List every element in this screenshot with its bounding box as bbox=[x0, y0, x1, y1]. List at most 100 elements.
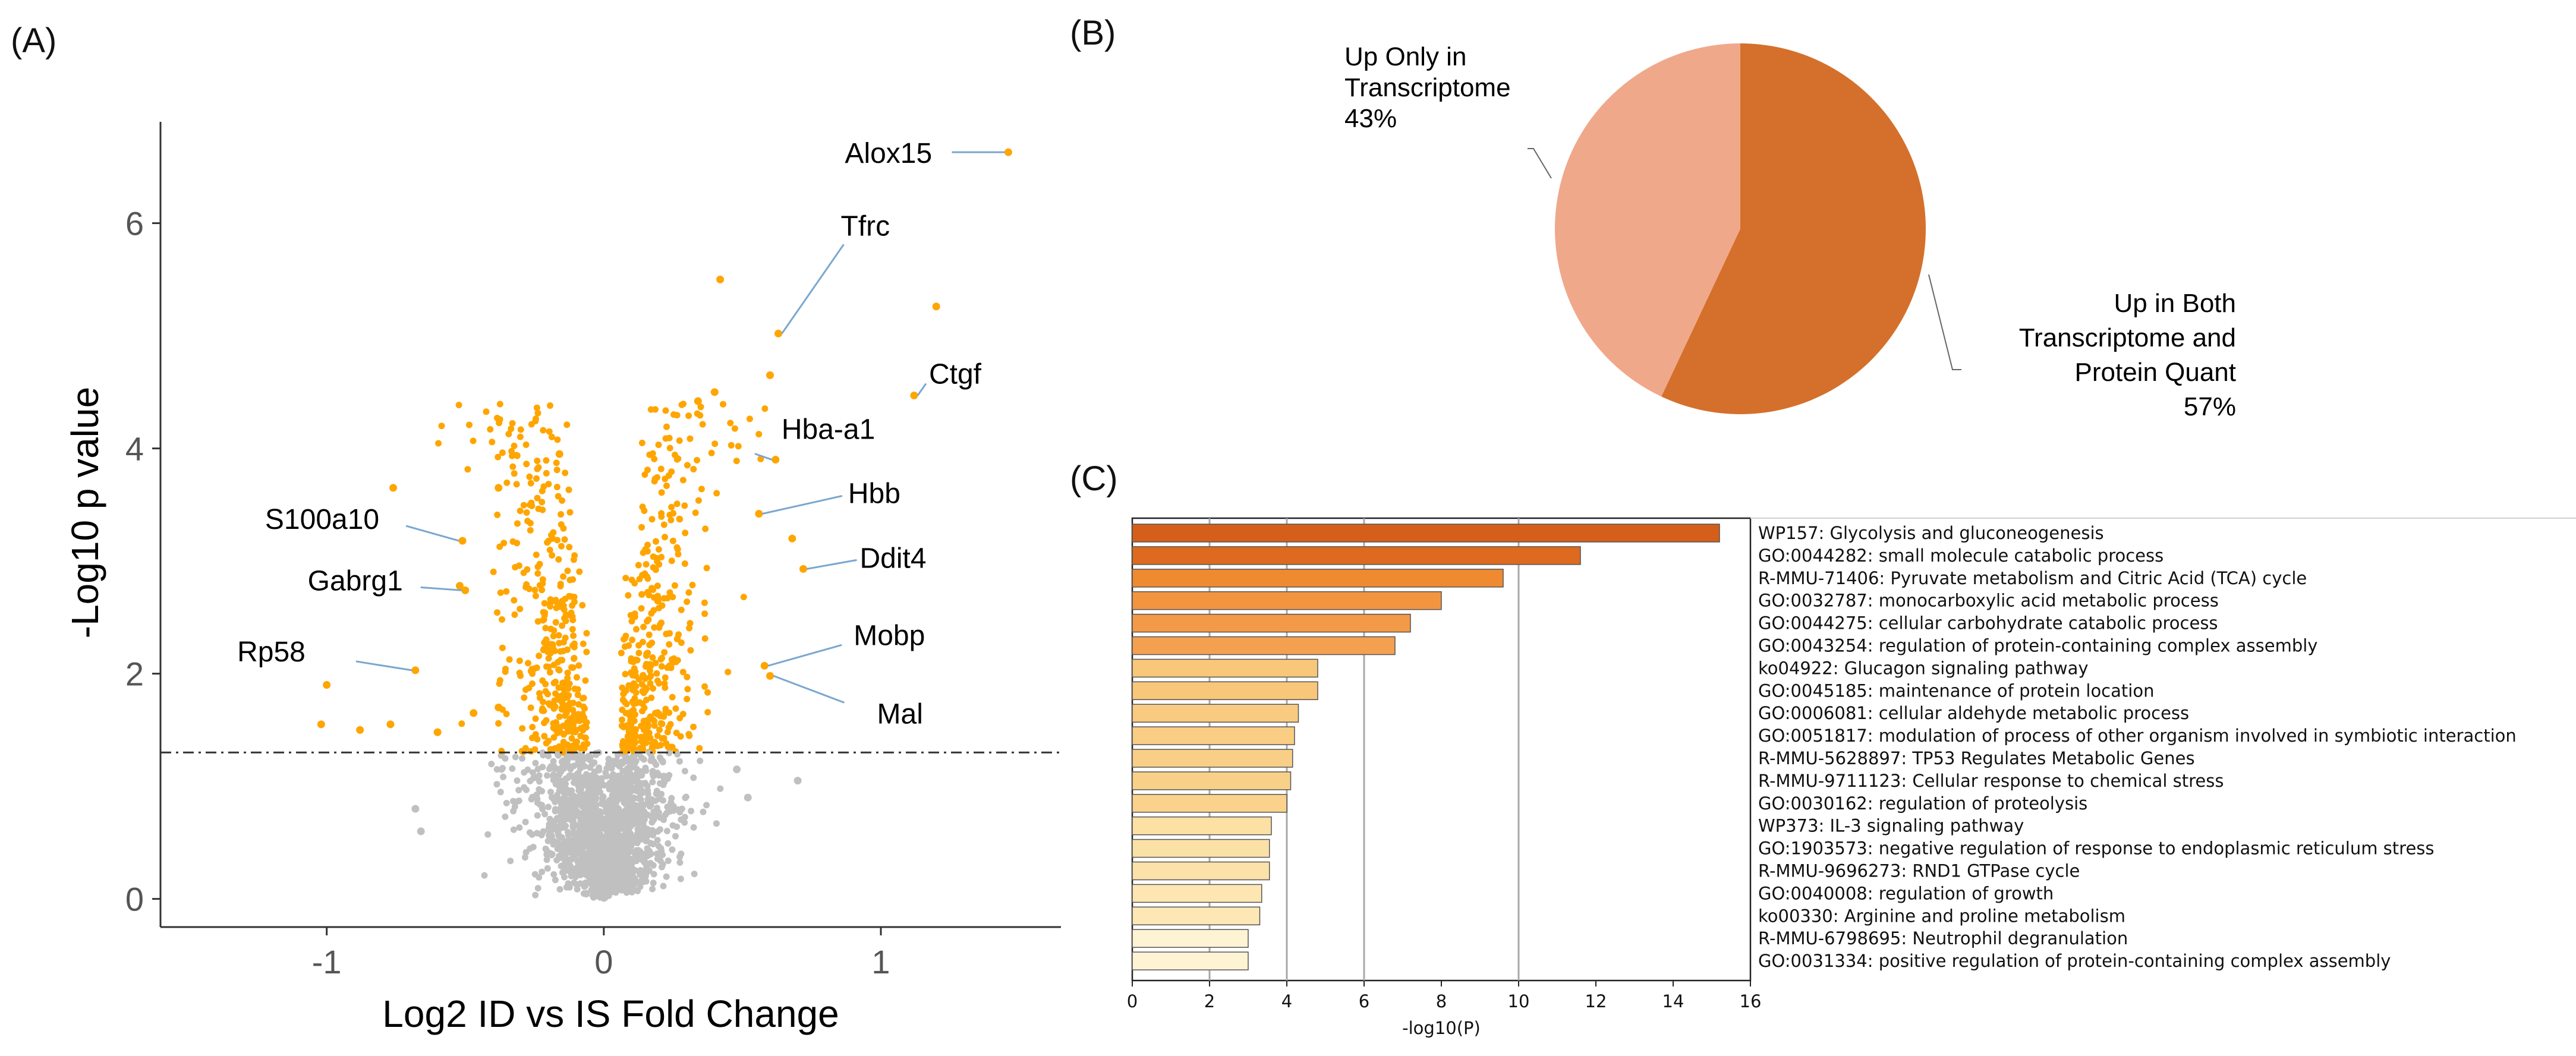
volcano-point bbox=[481, 872, 488, 879]
volcano-point bbox=[608, 818, 615, 825]
volcano-point bbox=[570, 556, 577, 563]
volcano-point bbox=[528, 748, 534, 755]
volcano-point bbox=[560, 757, 567, 764]
volcano-point bbox=[509, 420, 516, 427]
volcano-point bbox=[617, 824, 624, 831]
volcano-point bbox=[619, 684, 626, 691]
volcano-point bbox=[636, 818, 643, 825]
volcano-point bbox=[645, 591, 653, 598]
highlighted-point bbox=[766, 672, 774, 680]
volcano-point bbox=[684, 462, 691, 469]
volcano-point bbox=[550, 724, 557, 732]
volcano-point bbox=[511, 442, 518, 449]
volcano-point bbox=[558, 511, 565, 518]
volcano-point bbox=[513, 481, 520, 488]
volcano-plot: 0 2 4 6 -1 0 1 Alox15 Tfrc Ctgf Hba-a1 Hbb Ddit4 Mob… bbox=[64, 122, 1061, 1035]
volcano-point bbox=[678, 401, 685, 408]
volcano-point bbox=[553, 459, 560, 466]
volcano-point bbox=[684, 695, 691, 702]
gene-label: S100a10 bbox=[265, 504, 379, 535]
volcano-point bbox=[608, 888, 615, 896]
volcano-point bbox=[552, 679, 559, 685]
volcano-point bbox=[519, 755, 525, 762]
volcano-point bbox=[488, 761, 495, 768]
volcano-point bbox=[582, 735, 589, 742]
volcano-point bbox=[555, 830, 562, 837]
volcano-point bbox=[624, 872, 631, 880]
volcano-point bbox=[631, 695, 638, 702]
volcano-point bbox=[647, 735, 654, 742]
volcano-point bbox=[512, 754, 519, 761]
volcano-point bbox=[495, 453, 502, 461]
pie-slice bbox=[1555, 43, 1740, 397]
volcano-point bbox=[650, 586, 657, 593]
volcano-point bbox=[564, 728, 571, 735]
volcano-point bbox=[632, 683, 640, 690]
volcano-point bbox=[490, 568, 497, 575]
volcano-point bbox=[516, 657, 523, 664]
volcano-point bbox=[550, 661, 558, 669]
volcano-point bbox=[386, 720, 395, 729]
volcano-point bbox=[571, 879, 578, 886]
highlighted-point bbox=[458, 537, 467, 545]
volcano-point bbox=[648, 516, 656, 523]
volcano-point bbox=[575, 787, 582, 794]
volcano-point bbox=[640, 746, 647, 753]
volcano-point bbox=[553, 466, 560, 474]
volcano-point bbox=[546, 669, 553, 676]
volcano-point bbox=[666, 749, 673, 756]
volcano-point bbox=[577, 761, 584, 768]
volcano-point bbox=[628, 888, 635, 896]
volcano-point bbox=[545, 752, 552, 759]
volcano-point bbox=[565, 803, 572, 810]
volcano-point bbox=[569, 626, 576, 633]
volcano-point bbox=[470, 437, 477, 445]
volcano-point bbox=[634, 802, 641, 809]
volcano-point bbox=[793, 777, 802, 785]
volcano-point bbox=[651, 722, 658, 729]
pie-label-transcriptome: Transcriptome bbox=[1344, 73, 1511, 102]
volcano-point bbox=[570, 632, 577, 639]
volcano-point bbox=[640, 823, 647, 830]
volcano-point bbox=[555, 666, 562, 673]
volcano-point bbox=[657, 621, 664, 628]
volcano-point bbox=[568, 772, 575, 779]
volcano-point bbox=[622, 710, 629, 717]
gene-label: Rp58 bbox=[237, 636, 306, 668]
volcano-point bbox=[579, 602, 586, 609]
volcano-point bbox=[558, 543, 565, 550]
volcano-point bbox=[524, 518, 531, 525]
enrichment-bar-chart: -log10(P) WP157: Glycolysis and gluconeo… bbox=[1127, 517, 2576, 1038]
volcano-point bbox=[520, 502, 527, 509]
volcano-point bbox=[671, 582, 678, 589]
volcano-point bbox=[554, 436, 561, 443]
y-tick-label: 0 bbox=[125, 881, 144, 918]
bar-x-tick-label: 14 bbox=[1662, 991, 1684, 1011]
term-label: GO:0030162: regulation of proteolysis bbox=[1758, 793, 2087, 814]
volcano-point bbox=[766, 371, 774, 379]
volcano-point bbox=[512, 564, 519, 570]
volcano-point bbox=[619, 878, 626, 885]
volcano-point bbox=[455, 402, 462, 408]
volcano-point bbox=[545, 655, 552, 662]
volcano-point bbox=[523, 509, 530, 516]
volcano-points bbox=[317, 148, 1012, 902]
volcano-point bbox=[503, 588, 510, 595]
volcano-point bbox=[656, 680, 663, 687]
volcano-point bbox=[663, 708, 670, 715]
volcano-point bbox=[499, 644, 506, 651]
pie-leader-line bbox=[1928, 274, 1961, 370]
volcano-point bbox=[672, 833, 679, 840]
volcano-point bbox=[557, 657, 564, 664]
volcano-point bbox=[614, 852, 621, 859]
volcano-point bbox=[549, 535, 556, 542]
volcano-point bbox=[643, 739, 650, 746]
volcano-point bbox=[538, 831, 545, 839]
volcano-point bbox=[603, 886, 610, 893]
volcano-point bbox=[545, 803, 552, 811]
volcano-point bbox=[652, 710, 659, 717]
volcano-point bbox=[483, 408, 490, 415]
volcano-point bbox=[655, 442, 662, 448]
volcano-point bbox=[522, 818, 529, 825]
volcano-point bbox=[552, 838, 559, 845]
